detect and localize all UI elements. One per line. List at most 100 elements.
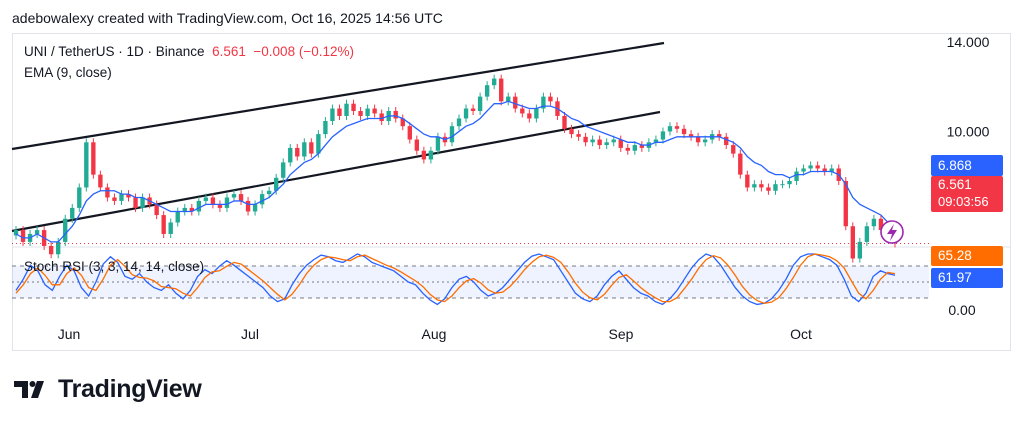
candle-body [175,211,180,223]
candle [48,241,54,259]
candle-body [491,78,497,86]
stoch-y-tick-label: 0.00 [948,302,975,318]
candle [77,183,82,212]
candle [738,149,743,179]
candle-body [864,226,870,242]
candle-body [871,218,877,227]
candle [470,104,476,115]
candle [372,104,377,118]
candle-body [667,126,673,132]
candle [70,203,75,223]
chart-frame[interactable] [12,33,1011,351]
candle-body [766,187,771,191]
candle [548,92,553,106]
stoch-legend[interactable]: Stoch RSI (3, 3, 14, 14, close) [24,259,205,274]
candle-body [407,126,412,140]
candle [688,130,694,141]
x-tick-label: Jun [58,326,81,342]
x-tick-label: Jul [241,326,259,342]
candle-body [210,197,216,205]
candle [337,104,342,120]
candle [34,226,40,238]
candle [604,138,609,150]
candle-body [611,139,616,143]
candle-body [878,218,884,231]
candle [569,124,574,139]
brand-name: TradingView [58,374,202,403]
candle-body [358,110,363,116]
candle-body [119,194,124,201]
channel-upper-line [11,41,665,151]
candle [414,135,420,155]
candle-body [576,134,581,137]
candle [379,109,384,126]
candle-body [513,96,518,109]
candle-body [63,218,68,242]
candle-body [56,241,61,255]
candle [449,122,455,147]
candle-body [295,147,300,157]
channel-lower-line [11,110,661,233]
candle-body [534,108,539,119]
candle-body [98,174,103,188]
candle-body [316,134,321,154]
candle [126,190,131,202]
candle-body [105,187,110,198]
candle [84,138,89,192]
candle-body [70,207,75,219]
candle-body [302,142,307,157]
candle-body [428,150,434,160]
attribution-header: adebowalexy created with TradingView.com… [12,10,443,26]
candle-body [632,145,637,151]
tradingview-logo[interactable]: TradingView [14,374,202,404]
candle [843,177,848,231]
candle [484,81,490,101]
candle-body [238,194,244,201]
candle-body [154,204,159,216]
candle [323,117,328,139]
candle [871,214,877,231]
ema-polyline [15,100,896,243]
candle [456,114,462,131]
price-channel [11,41,665,233]
tv-logo-icon [14,381,44,398]
candle-body [569,128,574,135]
candle-body [77,187,82,208]
candle [752,180,757,192]
candle-body [266,190,272,195]
candle [91,138,96,179]
candle [365,104,370,120]
candle-body [850,226,855,259]
candle-body [695,136,701,143]
candle-body [196,200,202,212]
candle-body [126,194,131,198]
ema-line [15,100,896,243]
candle [801,164,806,176]
candle-body [653,139,659,143]
candle [583,132,588,147]
candle [625,143,630,155]
candle [499,74,504,106]
symbol-legend[interactable]: UNI / TetherUS · 1D · Binance 6.561 −0.0… [24,44,354,59]
candle [506,92,511,106]
candle [463,104,469,123]
last-price-tag: 6.561 09:03:56 [931,176,1003,212]
candle-body [752,184,757,188]
candle [822,164,827,176]
candle-body [702,139,708,143]
candle-body [527,113,532,119]
candle [857,237,863,263]
candle-body [259,194,265,205]
candle [731,141,736,158]
candle [850,222,855,263]
ema-legend[interactable]: EMA (9, close) [24,65,112,80]
candle [175,207,180,227]
candle-body [400,118,405,127]
candle [477,92,483,115]
candle [266,186,272,199]
candle-body [140,197,145,208]
candle [245,196,251,216]
candle [808,161,813,173]
candle-body [604,142,609,146]
